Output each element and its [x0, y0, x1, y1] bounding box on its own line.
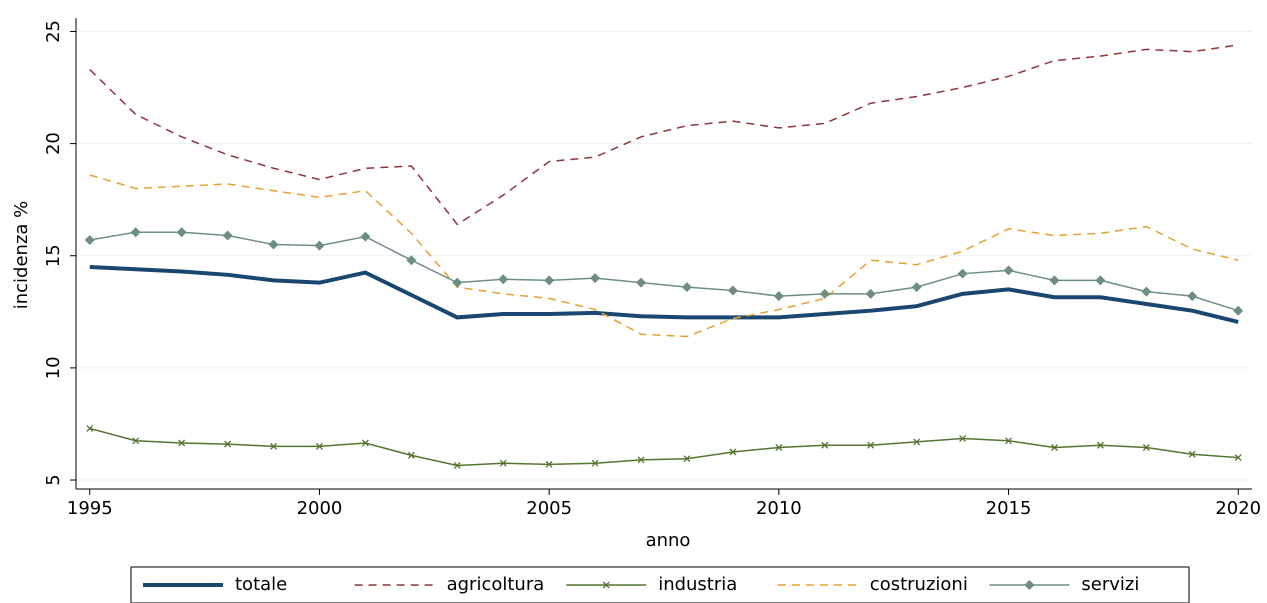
y-tick-label: 25 — [43, 20, 64, 43]
marker — [729, 448, 737, 456]
marker — [773, 291, 784, 302]
marker — [544, 275, 555, 286]
marker — [132, 437, 140, 445]
x-tick-label: 2010 — [756, 498, 802, 519]
legend-label: totale — [235, 574, 287, 595]
x-tick-label: 2005 — [526, 498, 572, 519]
marker — [957, 268, 968, 279]
marker — [1095, 275, 1106, 286]
marker — [1188, 450, 1196, 458]
series-line — [89, 231, 1239, 312]
marker — [727, 285, 738, 296]
series-line — [89, 427, 1239, 467]
series-line — [89, 44, 1239, 226]
marker — [314, 240, 325, 251]
series-line — [89, 264, 1239, 324]
y-tick-label: 15 — [43, 244, 64, 267]
marker — [176, 227, 187, 238]
y-tick-label: 20 — [43, 132, 64, 155]
marker — [222, 230, 233, 241]
marker — [602, 581, 610, 589]
marker — [1024, 580, 1035, 590]
marker — [1005, 437, 1012, 445]
marker — [453, 461, 461, 469]
marker — [84, 235, 95, 246]
marker — [590, 273, 601, 284]
marker — [819, 288, 830, 299]
marker — [498, 274, 509, 285]
marker — [681, 282, 692, 293]
x-tick-label: 2015 — [986, 498, 1032, 519]
marker — [636, 277, 647, 288]
series-line — [89, 174, 1239, 338]
marker — [452, 277, 463, 288]
marker — [406, 255, 417, 266]
marker — [360, 231, 371, 242]
marker — [959, 435, 967, 442]
marker — [224, 440, 232, 448]
marker — [865, 288, 876, 299]
legend-label: servizi — [1081, 574, 1139, 595]
y-tick-label: 5 — [43, 474, 64, 485]
marker — [1233, 305, 1244, 316]
legend-label: costruzioni — [870, 574, 968, 595]
marker — [683, 455, 691, 463]
marker — [268, 239, 279, 250]
x-tick-label: 1995 — [67, 498, 113, 519]
marker — [821, 441, 829, 449]
marker — [178, 439, 186, 447]
marker — [86, 424, 94, 432]
marker — [270, 442, 277, 450]
marker — [1187, 291, 1198, 302]
marker — [1234, 454, 1242, 462]
y-tick-label: 10 — [43, 356, 64, 379]
x-tick-label: 2000 — [297, 498, 343, 519]
marker — [913, 438, 921, 446]
marker — [1051, 444, 1058, 451]
marker — [1096, 441, 1104, 449]
marker — [637, 456, 645, 464]
legend-label: industria — [658, 574, 737, 595]
marker — [1049, 275, 1060, 286]
marker — [316, 442, 323, 450]
marker — [775, 444, 783, 451]
marker — [130, 227, 141, 238]
y-axis-label: incidenza % — [11, 201, 32, 310]
x-tick-label: 2020 — [1215, 498, 1261, 519]
marker — [361, 439, 369, 447]
marker — [545, 460, 553, 468]
marker — [1142, 444, 1150, 451]
marker — [1141, 286, 1152, 297]
marker — [591, 459, 599, 467]
x-axis-label: anno — [646, 530, 691, 551]
legend-label: agricoltura — [447, 574, 545, 595]
marker — [867, 441, 875, 449]
marker — [1003, 265, 1014, 276]
legend: totale agricoltura industria costruzioni ser… — [130, 566, 1190, 603]
marker — [407, 451, 415, 459]
marker — [499, 459, 507, 467]
marker — [911, 282, 922, 293]
